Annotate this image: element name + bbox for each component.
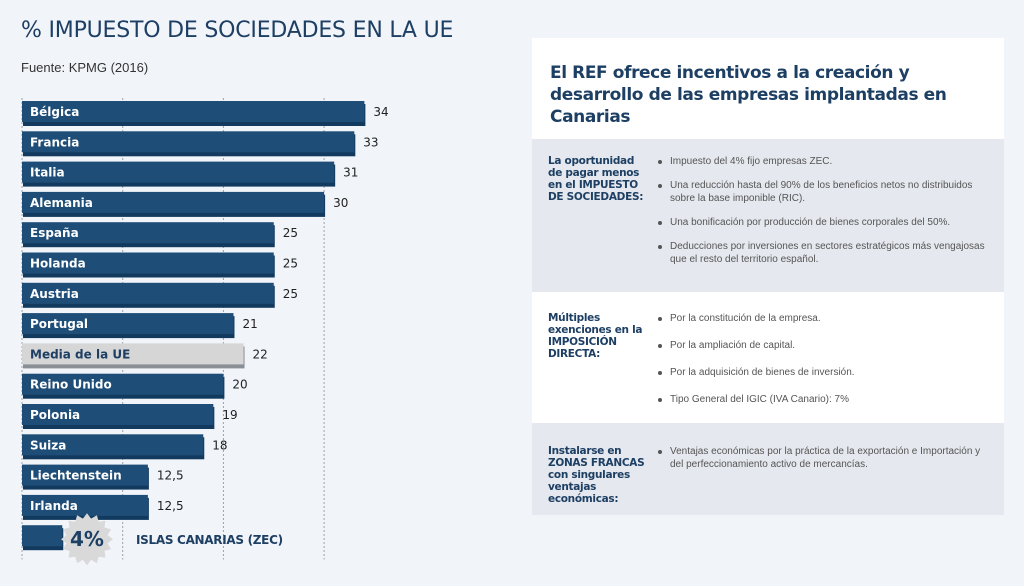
bar (22, 464, 148, 486)
bar (22, 494, 148, 516)
bar (22, 161, 335, 183)
bar-value-label: 25 (283, 257, 298, 271)
bar-category-label: Suiza (30, 438, 66, 452)
list-item: Por la adquisición de bienes de inversió… (658, 366, 992, 379)
bar-category-label: Irlanda (30, 499, 78, 513)
bar-category-label: Italia (30, 166, 65, 180)
bar (22, 313, 234, 335)
bar-value-label: 21 (242, 317, 257, 331)
bar (22, 101, 365, 122)
list-item: Deducciones por inversiones en sectores … (658, 240, 992, 266)
panel-header: El REF ofrece incentivos a la creación y… (532, 38, 1004, 139)
bar-value-label: 30 (333, 196, 348, 210)
bar (22, 434, 204, 456)
zec-badge-starburst (61, 513, 113, 566)
bar-category-label: Polonia (30, 408, 80, 422)
section-imposicion-directa: Múltiples exenciones en la IMPOSICIÓN DI… (532, 292, 1004, 423)
bar-value-label: 34 (373, 105, 388, 119)
bar-category-label: España (30, 226, 79, 240)
bar (22, 222, 274, 244)
chart-source: Fuente: KPMG (2016) (21, 60, 149, 75)
bar (22, 525, 63, 547)
list-item: Ventajas económicas por la práctica de l… (658, 445, 992, 471)
zec-badge-value: 4% (70, 527, 104, 551)
bar-category-label: Austria (30, 287, 79, 301)
section-title: Múltiples exenciones en la IMPOSICIÓN DI… (548, 312, 643, 360)
zec-category-label: ISLAS CANARIAS (ZEC) (136, 533, 283, 547)
bar-chart: Bélgica 34 Francia 33 Italia 31 Alemania 30 Espa… (21, 98, 389, 566)
bar (22, 404, 214, 425)
chart-title: % IMPUESTO DE SOCIEDADES EN LA UE (21, 18, 454, 43)
bar-category-label: Media de la UE (30, 347, 130, 361)
bar-value-label: 12,5 (157, 469, 184, 483)
bar-category-label: Holanda (30, 257, 86, 271)
list-item: Tipo General del IGIC (IVA Canario): 7% (658, 393, 992, 406)
bar-value-label: 12,5 (157, 499, 184, 513)
bar (22, 131, 355, 153)
list-item: Por la ampliación de capital. (658, 339, 992, 352)
section-title: Instalarse en ZONAS FRANCAS con singular… (548, 445, 645, 505)
bar-category-label: Alemania (30, 196, 93, 210)
bar-category-label: Francia (30, 135, 79, 149)
bar-value-label: 18 (212, 438, 227, 452)
list-item: Una bonificación por producción de biene… (658, 216, 992, 229)
bar-value-label: 25 (283, 226, 298, 240)
bar-category-label: Reino Unido (30, 378, 112, 392)
bar-value-label: 19 (222, 408, 237, 422)
bar (22, 282, 274, 304)
section-impuesto-sociedades: La oportunidad de pagar menos en el IMPU… (532, 139, 1004, 292)
bar (22, 373, 224, 395)
section-list: Por la constitución de la empresa. Por l… (648, 312, 992, 423)
bar-value-label: 25 (283, 287, 298, 301)
bar-value-label: 20 (232, 378, 247, 392)
bar-category-label: Portugal (30, 317, 88, 331)
section-zonas-francas: Instalarse en ZONAS FRANCAS con singular… (532, 423, 1004, 515)
list-item: Impuesto del 4% fijo empresas ZEC. (658, 155, 992, 168)
bar-value-label: 33 (363, 135, 378, 149)
ref-info-panel: El REF ofrece incentivos a la creación y… (532, 38, 1004, 515)
bar (22, 191, 325, 213)
bar-value-label: 22 (253, 347, 268, 361)
bar-value-label: 31 (343, 166, 358, 180)
bar-category-label: Liechtenstein (30, 469, 122, 483)
panel-heading: El REF ofrece incentivos a la creación y… (550, 63, 947, 127)
list-item: Una reducción hasta del 90% de los benef… (658, 179, 992, 205)
list-item: Por la constitución de la empresa. (658, 312, 992, 325)
section-title: La oportunidad de pagar menos en el IMPU… (548, 155, 644, 203)
bar (22, 343, 244, 365)
section-list: Impuesto del 4% fijo empresas ZEC. Una r… (648, 155, 992, 292)
bar-category-label: Bélgica (30, 105, 79, 119)
section-list: Ventajas económicas por la práctica de l… (648, 445, 992, 515)
bar (22, 252, 274, 274)
